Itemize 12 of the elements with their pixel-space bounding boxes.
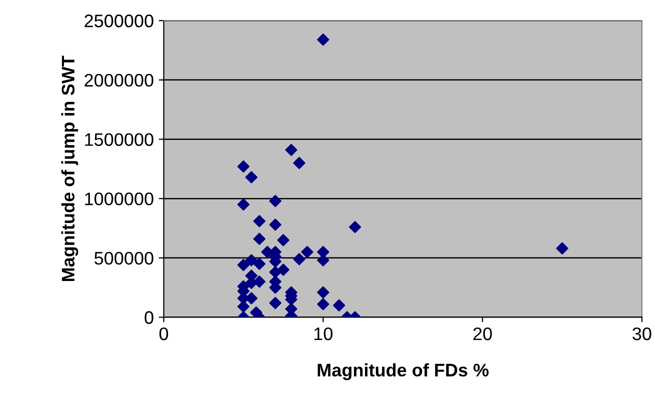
y-axis-title: Magnitude of jump in SWT bbox=[61, 56, 78, 282]
x-tick-label: 30 bbox=[632, 327, 652, 340]
x-tick-label: 0 bbox=[159, 327, 168, 340]
y-tick-label: 500000 bbox=[94, 252, 154, 265]
x-tick-label: 20 bbox=[473, 327, 492, 340]
x-axis-title: Magnitude of FDs % bbox=[318, 363, 489, 380]
y-tick-label: 1500000 bbox=[85, 133, 154, 146]
y-tick-label: 2500000 bbox=[84, 14, 154, 28]
y-tick-label: 0 bbox=[144, 311, 154, 324]
y-tick-label: 1000000 bbox=[85, 192, 154, 206]
y-tick-label: 2000000 bbox=[84, 74, 154, 87]
x-tick-label: 10 bbox=[314, 327, 332, 340]
